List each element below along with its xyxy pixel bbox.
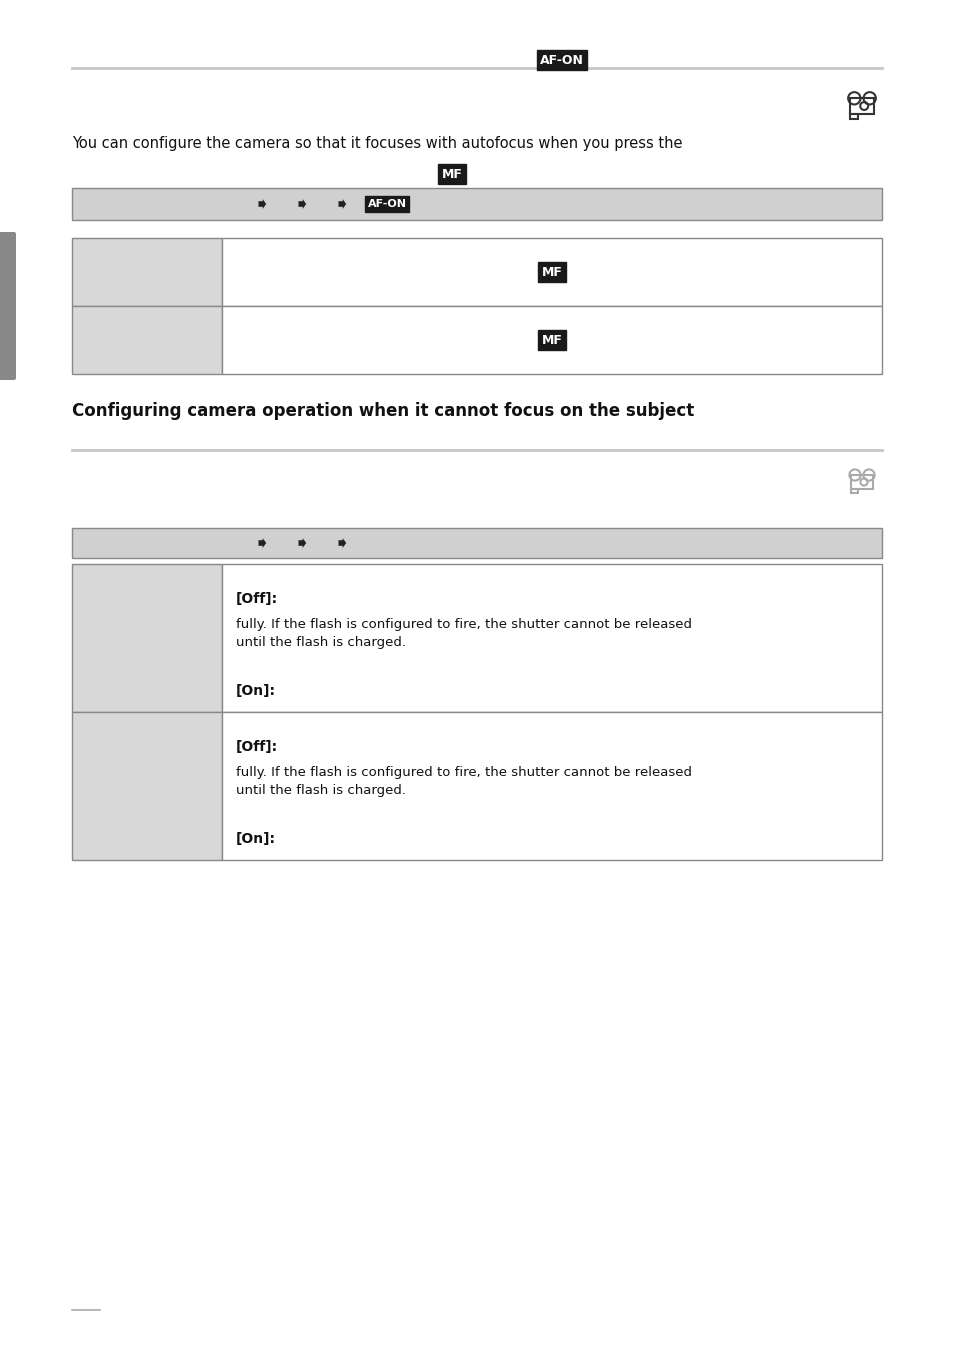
Polygon shape: [298, 539, 306, 548]
Bar: [850, 475, 872, 489]
Text: MF: MF: [541, 334, 562, 346]
Text: You can configure the camera so that it focuses with autofocus when you press th: You can configure the camera so that it …: [71, 136, 681, 151]
Bar: [850, 489, 857, 494]
Polygon shape: [258, 199, 266, 209]
Bar: [222, 712, 882, 860]
Polygon shape: [298, 199, 306, 209]
Bar: [222, 305, 882, 375]
Bar: [71, 189, 882, 220]
Bar: [222, 237, 882, 305]
Polygon shape: [338, 539, 346, 548]
Bar: [71, 305, 222, 375]
Text: AF-ON: AF-ON: [367, 199, 406, 209]
Text: MF: MF: [441, 167, 462, 180]
Polygon shape: [338, 199, 346, 209]
Text: [On]:: [On]:: [235, 684, 275, 697]
Text: fully. If the flash is configured to fire, the shutter cannot be released
until : fully. If the flash is configured to fir…: [235, 617, 691, 649]
FancyBboxPatch shape: [0, 232, 16, 380]
Text: Configuring camera operation when it cannot focus on the subject: Configuring camera operation when it can…: [71, 402, 694, 421]
Bar: [71, 565, 222, 712]
Text: [Off]:: [Off]:: [235, 740, 278, 754]
Polygon shape: [258, 539, 266, 548]
Text: AF-ON: AF-ON: [539, 53, 583, 66]
Bar: [849, 114, 857, 118]
Text: [On]:: [On]:: [235, 832, 275, 845]
Bar: [849, 98, 873, 114]
Text: [Off]:: [Off]:: [235, 592, 278, 607]
Text: MF: MF: [541, 266, 562, 278]
Bar: [71, 237, 222, 305]
Text: fully. If the flash is configured to fire, the shutter cannot be released
until : fully. If the flash is configured to fir…: [235, 765, 691, 797]
Bar: [71, 528, 882, 558]
Bar: [222, 565, 882, 712]
Bar: [71, 712, 222, 860]
